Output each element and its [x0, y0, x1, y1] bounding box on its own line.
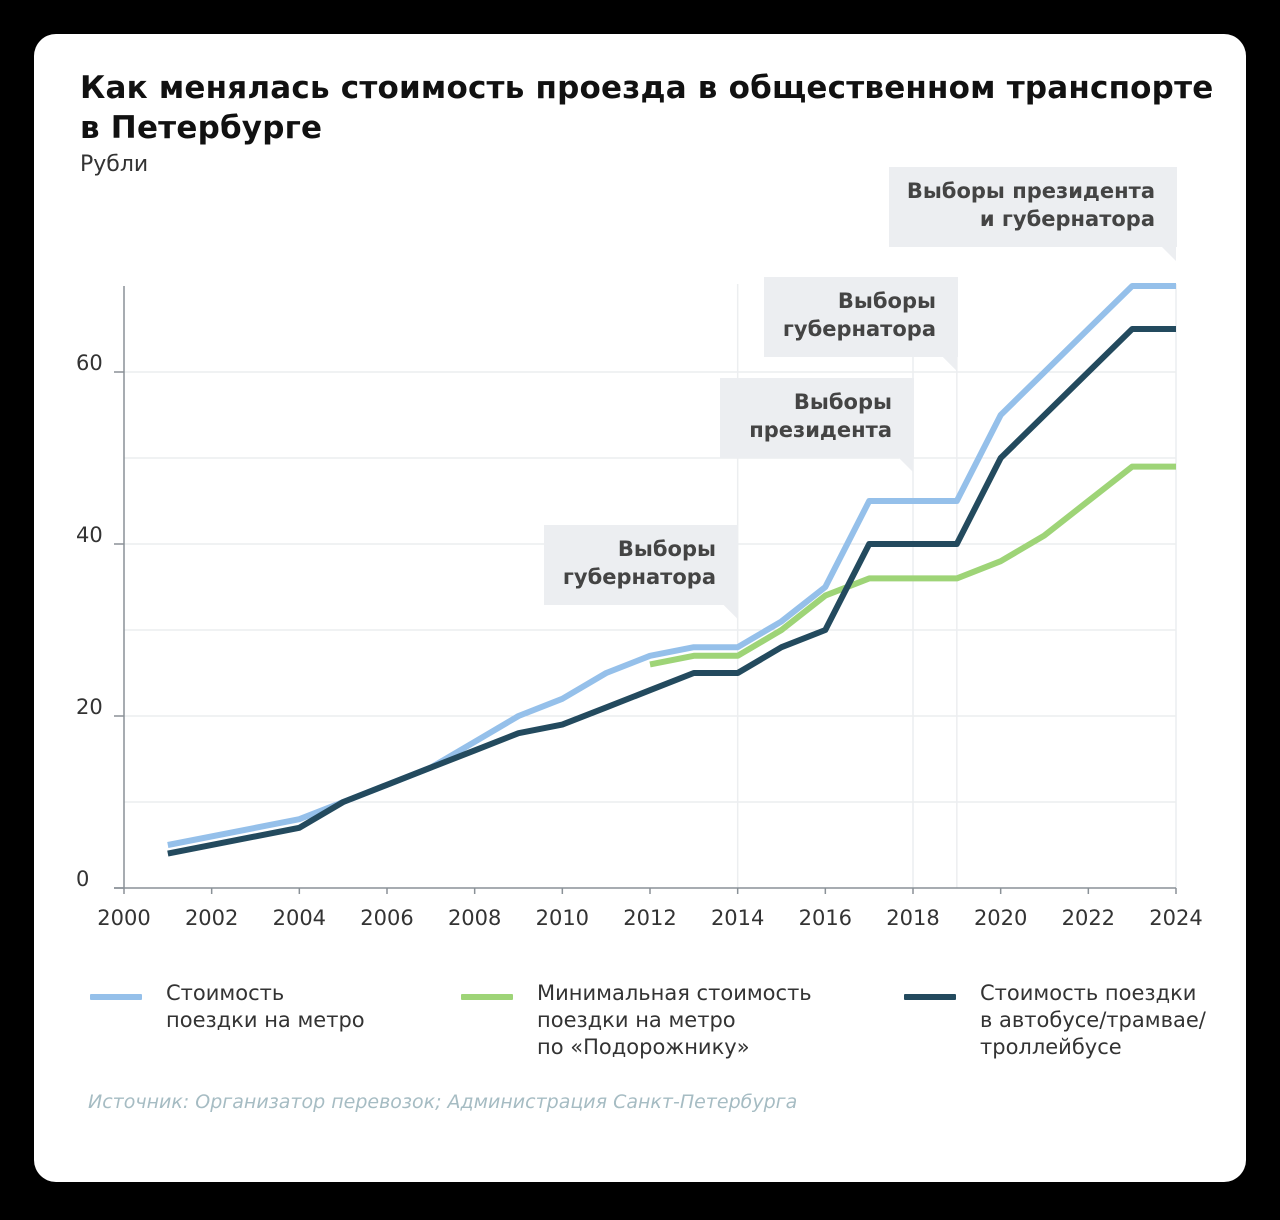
legend-swatch-bus	[904, 994, 956, 1000]
x-tick-label: 2010	[536, 906, 589, 930]
x-tick-label: 2000	[97, 906, 150, 930]
x-tick-label: 2014	[711, 906, 764, 930]
annotation-text: президента	[749, 418, 892, 442]
annotation-text: Выборы	[838, 289, 936, 313]
annotation-pointer	[942, 357, 957, 371]
x-tick-label: 2018	[886, 906, 939, 930]
series-line-1	[649, 463, 1176, 668]
annotation-box	[889, 167, 1177, 247]
x-tick-label: 2012	[623, 906, 676, 930]
annotation-box	[544, 525, 738, 605]
chart-card: Как менялась стоимость проезда в обществ…	[34, 34, 1246, 1182]
x-tick-label: 2016	[799, 906, 852, 930]
chart-title: Как менялась стоимость проезда в обществ…	[80, 70, 1214, 146]
source-note: Источник: Организатор перевозок; Админис…	[88, 1091, 798, 1113]
legend-swatch-podorozhnik	[461, 994, 513, 1000]
annotation-box	[764, 277, 958, 357]
y-unit-label: Рубли	[80, 152, 149, 177]
x-tick-label: 2006	[360, 906, 413, 930]
annotation-text: Выборы президента	[907, 179, 1155, 203]
x-tick-label: 2008	[448, 906, 501, 930]
annotation-text: губернатора	[783, 317, 936, 341]
x-tick-label: 2022	[1062, 906, 1115, 930]
annotation-pointer	[1162, 247, 1176, 261]
annotation-text: губернатора	[563, 565, 716, 589]
series-line-2	[167, 326, 1176, 857]
annotation-text: Выборы	[618, 537, 716, 561]
annotation-box	[720, 378, 914, 458]
annotation-pointer	[899, 458, 913, 472]
y-tick-label: 40	[76, 523, 103, 547]
legend-label-bus: Стоимость поездки в автобусе/трамвае/ тр…	[980, 981, 1206, 1059]
y-tick-label: 20	[76, 695, 103, 719]
y-tick-label: 60	[76, 351, 103, 375]
x-tick-label: 2024	[1149, 906, 1202, 930]
line-chart: 0 20 40 60 2000 2002 2004 2006 2008 2010 2012 2014 2…	[76, 167, 1203, 930]
x-tick-label: 2002	[185, 906, 238, 930]
x-tick-label: 2004	[273, 906, 326, 930]
legend-label-podorozhnik: Минимальная стоимость поездки на метро п…	[537, 981, 812, 1059]
annotation-text: Выборы	[794, 390, 892, 414]
y-tick-label: 0	[76, 867, 89, 891]
annotation-pointer	[723, 605, 738, 619]
legend-label-metro: Стоимость поездки на метро	[166, 981, 365, 1032]
legend-swatch-metro	[90, 994, 142, 1000]
annotation-text: и губернатора	[980, 207, 1155, 231]
x-tick-label: 2020	[974, 906, 1027, 930]
